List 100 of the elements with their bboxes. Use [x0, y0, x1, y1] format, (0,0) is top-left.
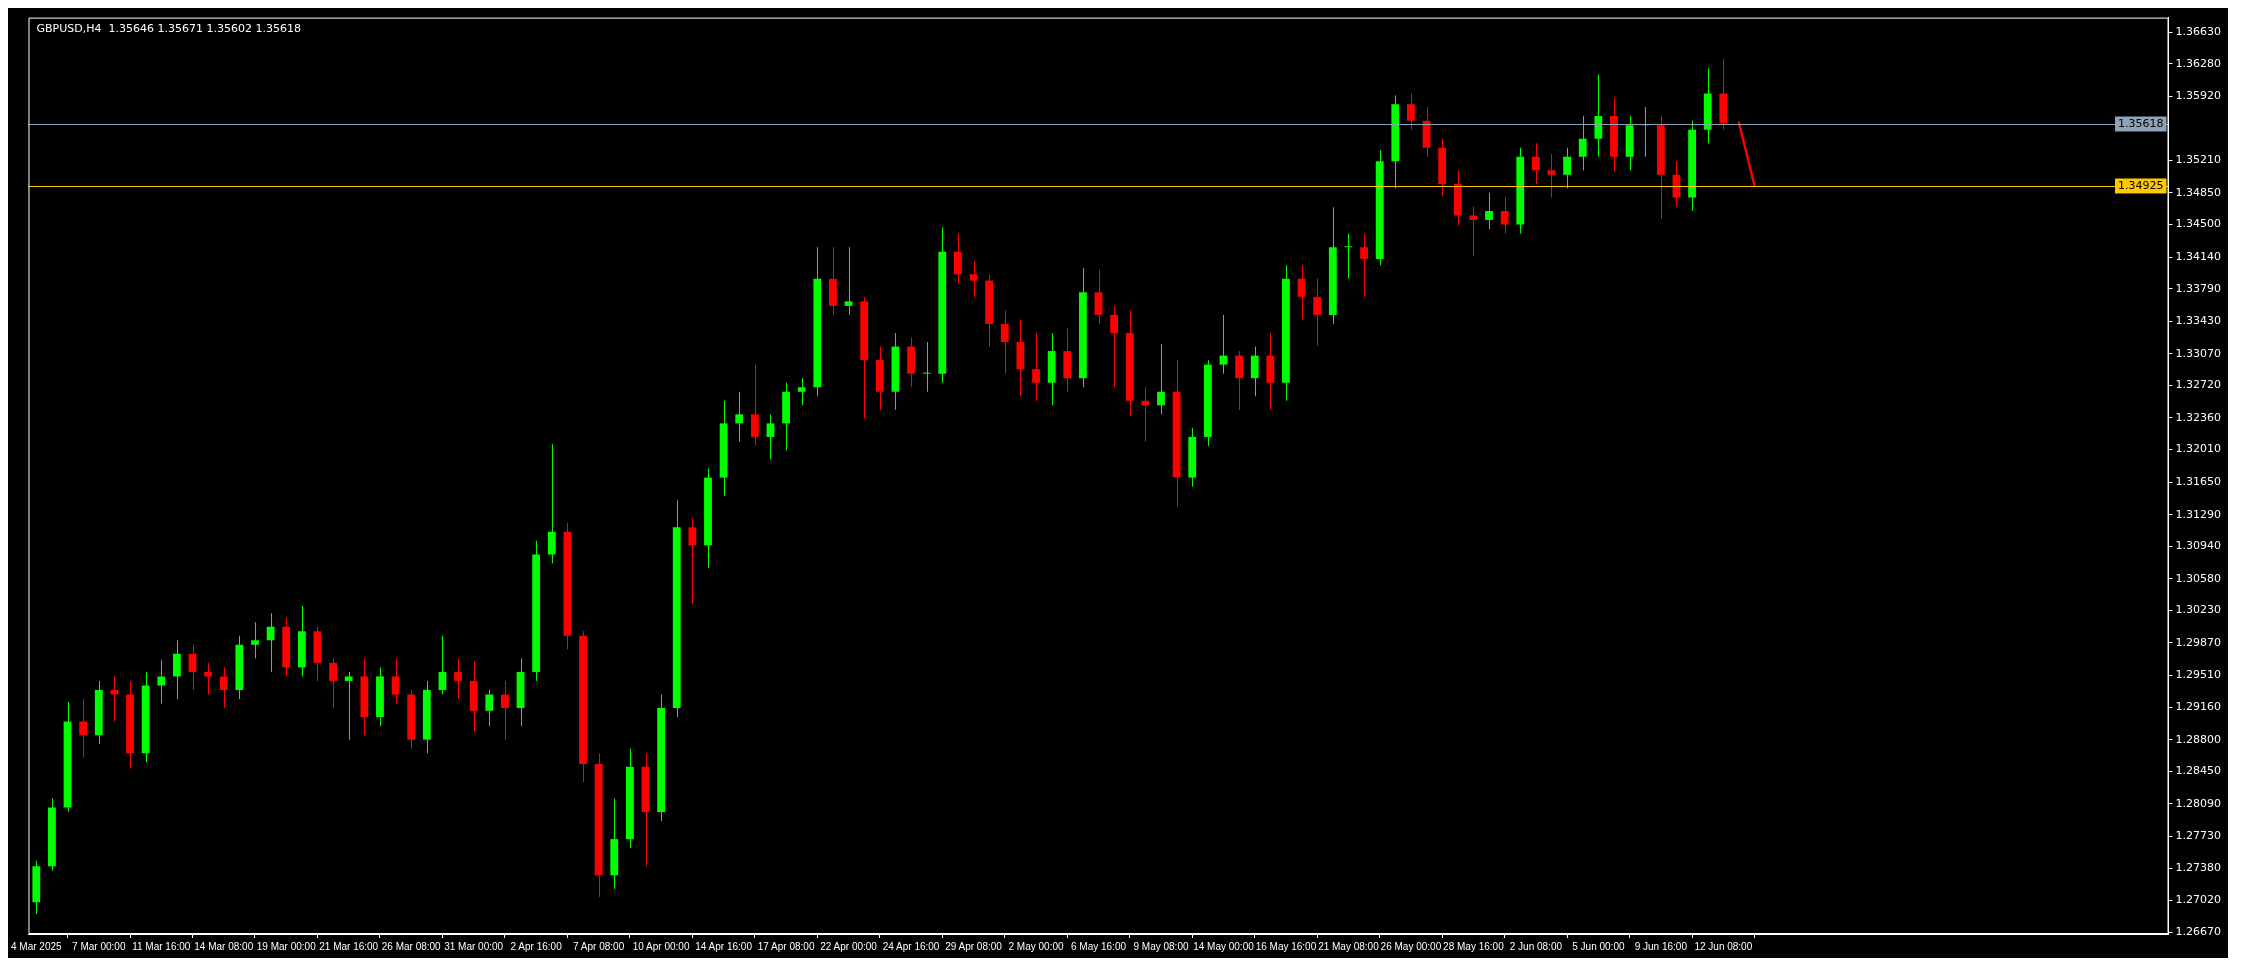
candlestick — [1500, 196, 1509, 235]
candlestick — [797, 377, 806, 406]
y-tick-label: 1.29160 — [2175, 700, 2222, 714]
candlestick — [251, 621, 259, 659]
x-tick-label: 12 Jun 08:00 — [1694, 940, 1753, 952]
candlestick — [344, 671, 353, 741]
candlestick — [844, 246, 853, 316]
y-tick-label: 1.28800 — [2175, 732, 2222, 746]
y-tick-label: 1.27020 — [2175, 893, 2222, 907]
candlestick — [735, 391, 744, 442]
candlestick — [1485, 192, 1493, 230]
x-tick-label: 6 May 16:00 — [1070, 940, 1127, 952]
y-tick-label: 1.30230 — [2175, 603, 2222, 617]
candlestick — [1000, 309, 1009, 375]
y-tick-label: 1.28450 — [2175, 764, 2222, 778]
y-tick-label: 1.29870 — [2175, 635, 2222, 649]
y-tick-label: 1.32720 — [2175, 378, 2222, 392]
candlestick — [1469, 205, 1478, 257]
y-tick-label: 1.33790 — [2175, 281, 2222, 295]
x-tick-label: 22 Apr 00:00 — [820, 940, 878, 952]
candlestick — [79, 698, 88, 759]
x-tick-label: 7 Mar 00:00 — [72, 940, 126, 952]
x-tick-label: 17 Apr 08:00 — [757, 940, 815, 952]
candlestick — [688, 517, 697, 605]
candlestick — [922, 341, 931, 393]
x-tick-label: 21 May 08:00 — [1318, 940, 1380, 952]
chart-title: GBPUSD,H4 1.35646 1.35671 1.35602 1.35618 — [36, 21, 301, 35]
y-tick-label: 1.33430 — [2175, 314, 2222, 328]
candlestick — [204, 662, 213, 696]
x-tick-label: 29 Apr 08:00 — [945, 940, 1003, 952]
x-tick-label: 7 Apr 08:00 — [573, 940, 625, 952]
candlestick — [485, 689, 494, 727]
x-tick-label: 9 Jun 16:00 — [1634, 940, 1688, 952]
candlestick — [1157, 343, 1165, 415]
candlestick — [501, 680, 509, 741]
candlestick — [1360, 233, 1368, 298]
x-tick-label: 16 May 16:00 — [1255, 940, 1317, 952]
candlestick — [1594, 74, 1603, 158]
candlestick — [750, 364, 759, 447]
y-tick-label: 1.30580 — [2175, 571, 2222, 585]
x-tick-label: 2 May 00:00 — [1008, 940, 1064, 952]
candlestick — [547, 443, 556, 564]
candlestick — [157, 659, 166, 705]
y-tick-label: 1.29510 — [2175, 668, 2222, 682]
candlestick — [1250, 346, 1259, 397]
y-tick-label: 1.27730 — [2175, 829, 2222, 843]
y-tick-label: 1.27380 — [2175, 860, 2222, 874]
y-tick-label: 1.33070 — [2175, 346, 2222, 360]
candlestick — [1547, 153, 1556, 198]
ref-line-label: 1.34925 — [2118, 179, 2164, 193]
candlestick — [1578, 115, 1587, 171]
x-tick-label: 28 May 16:00 — [1443, 940, 1505, 952]
x-tick-label: 14 May 00:00 — [1193, 940, 1255, 952]
y-tick-label: 1.34140 — [2175, 249, 2222, 263]
candlestick — [954, 233, 962, 284]
x-tick-label: 4 Mar 2025 — [11, 940, 63, 952]
candlestick — [1235, 350, 1243, 411]
y-tick-label: 1.34500 — [2175, 217, 2222, 231]
x-tick-label: 2 Jun 08:00 — [1509, 940, 1563, 952]
y-tick-label: 1.35210 — [2175, 153, 2222, 167]
x-tick-label: 19 Mar 00:00 — [256, 940, 317, 952]
y-tick-label: 1.32010 — [2175, 442, 2222, 456]
candlestick — [766, 413, 775, 461]
y-tick-label: 1.26670 — [2175, 925, 2222, 939]
candlestick — [172, 639, 181, 700]
y-tick-label: 1.36630 — [2175, 24, 2222, 38]
x-tick-label: 2 Apr 16:00 — [510, 940, 563, 952]
x-tick-label: 10 Apr 00:00 — [632, 940, 690, 952]
candlestick — [454, 657, 462, 700]
candlestick — [266, 612, 275, 673]
y-tick-label: 1.28090 — [2175, 796, 2222, 810]
candlestick — [110, 675, 119, 723]
candlestick — [391, 657, 400, 705]
y-tick-label: 1.31290 — [2175, 507, 2222, 521]
x-tick-label: 24 Apr 16:00 — [882, 940, 940, 952]
y-tick-label: 1.35920 — [2175, 89, 2222, 103]
x-tick-label: 14 Mar 08:00 — [194, 940, 254, 952]
candlestick — [329, 657, 337, 709]
x-tick-label: 14 Apr 16:00 — [695, 940, 753, 952]
candlestick — [1141, 386, 1150, 442]
candlestick — [219, 666, 228, 709]
candlestick — [1531, 142, 1540, 185]
candlestick — [969, 260, 978, 298]
y-tick-label: 1.34850 — [2175, 185, 2222, 199]
candlestick — [1313, 278, 1322, 347]
x-tick-label: 26 May 00:00 — [1380, 940, 1442, 952]
candlestick — [1032, 332, 1040, 402]
x-tick-label: 26 Mar 08:00 — [381, 940, 442, 952]
x-tick-label: 5 Jun 00:00 — [1572, 940, 1625, 952]
y-tick-label: 1.32360 — [2175, 410, 2222, 424]
candlestick — [1563, 147, 1572, 189]
candlestick — [1094, 269, 1103, 325]
x-tick-label: 31 Mar 00:00 — [444, 940, 504, 952]
x-tick-label: 21 Mar 16:00 — [319, 940, 379, 952]
y-tick-label: 1.31650 — [2175, 474, 2222, 488]
x-tick-label: 11 Mar 16:00 — [132, 940, 191, 952]
y-tick-label: 1.30940 — [2175, 539, 2222, 553]
candlestick — [1110, 305, 1119, 388]
y-tick-label: 1.36280 — [2175, 56, 2222, 70]
x-tick-label: 9 May 08:00 — [1133, 940, 1189, 952]
